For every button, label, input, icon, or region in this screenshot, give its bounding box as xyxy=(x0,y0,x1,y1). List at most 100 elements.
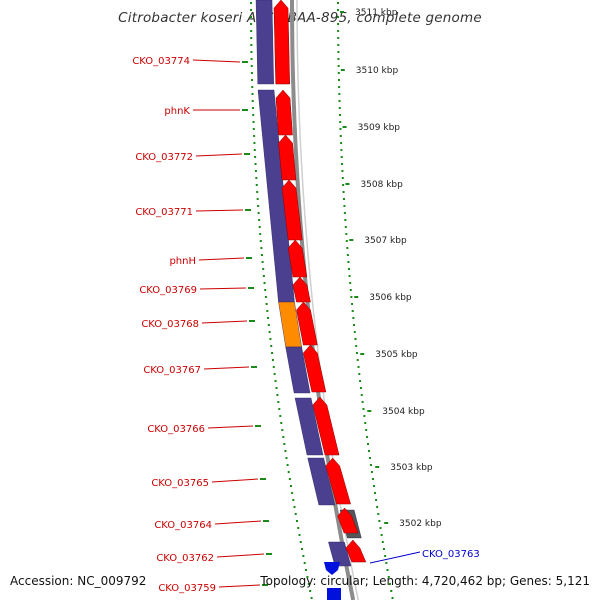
ruler-dot xyxy=(305,569,308,571)
ruler-dot xyxy=(260,254,263,256)
gene-tick xyxy=(249,320,255,322)
gene-leader-line xyxy=(218,584,261,588)
ruler-dot xyxy=(303,562,306,564)
gene-leader-line xyxy=(192,59,241,63)
gene-leader-line xyxy=(369,551,421,564)
ruler-dot xyxy=(276,394,279,396)
ruler-dot xyxy=(250,72,253,74)
gene-tick xyxy=(262,584,268,586)
forward-cds-arrow xyxy=(325,457,351,505)
ruler-dot xyxy=(268,331,271,333)
ruler-dot xyxy=(359,380,362,382)
gene-label: phnK xyxy=(164,106,190,117)
ruler-dot xyxy=(274,380,277,382)
gene-label: CKO_03765 xyxy=(151,478,209,489)
ruler-dot xyxy=(281,429,284,431)
forward-cds-arrow xyxy=(287,239,308,278)
ruler-dot xyxy=(254,163,257,165)
ruler-dot xyxy=(262,268,265,270)
ruler-dot xyxy=(337,2,340,4)
gene-label: CKO_03769 xyxy=(139,285,197,296)
ruler-dot xyxy=(338,93,341,95)
ruler-dot xyxy=(286,464,289,466)
forward-cds-arrow xyxy=(278,134,297,181)
ruler-dot xyxy=(287,471,290,473)
ruler-dot xyxy=(368,457,371,459)
gene-leader-line xyxy=(207,425,254,429)
ruler-dot xyxy=(340,142,343,144)
ruler-dot xyxy=(257,205,260,207)
kbp-tick xyxy=(375,466,380,468)
ruler-dot xyxy=(351,310,354,312)
forward-cds-arrow xyxy=(337,507,359,534)
ruler-dot xyxy=(267,324,270,326)
gene-tick xyxy=(245,209,251,211)
ruler-dot xyxy=(390,590,393,592)
ruler-dot xyxy=(259,233,262,235)
gene-leader-line xyxy=(203,366,250,370)
ruler-dot xyxy=(348,275,351,277)
forward-cds-arrow xyxy=(273,0,290,85)
ruler-dot xyxy=(270,345,273,347)
gene-label: CKO_03771 xyxy=(135,207,193,218)
ruler-dot xyxy=(367,450,370,452)
ruler-dot xyxy=(251,107,254,109)
ruler-dot xyxy=(363,415,366,417)
ruler-dot xyxy=(337,72,340,74)
ruler-dot xyxy=(372,485,375,487)
ruler-dot xyxy=(285,457,288,459)
gene-leader-line xyxy=(198,257,245,261)
ruler-dot xyxy=(387,576,390,578)
ruler-dot xyxy=(250,58,253,60)
ruler-dot xyxy=(299,541,302,543)
ruler-dot xyxy=(338,107,341,109)
ruler-dot xyxy=(254,170,257,172)
map-title: Citrobacter koseri ATCC BAA-895, complet… xyxy=(118,10,482,26)
ruler-dot xyxy=(337,58,340,60)
ruler-dot xyxy=(365,429,368,431)
ruler-dot xyxy=(338,114,341,116)
gene-label: phnH xyxy=(169,256,196,267)
ruler-dot xyxy=(309,590,312,592)
ruler-dot xyxy=(341,163,344,165)
gene-leader-line xyxy=(214,520,262,525)
ruler-dot xyxy=(362,408,365,410)
ruler-dot xyxy=(369,464,372,466)
ruler-dot xyxy=(251,100,254,102)
kbp-label: 3503 kbp xyxy=(390,463,433,473)
ruler-dot xyxy=(337,65,340,67)
ruler-dot xyxy=(347,261,350,263)
ruler-dot xyxy=(253,142,256,144)
ruler-dot xyxy=(250,65,253,67)
gene-tick xyxy=(266,553,272,555)
ruler-dot xyxy=(356,359,359,361)
ruler-dot xyxy=(343,212,346,214)
ruler-dot xyxy=(374,492,377,494)
ruler-dot xyxy=(266,310,269,312)
gene-tick xyxy=(255,425,261,427)
ruler-dot xyxy=(256,198,259,200)
ruler-dot xyxy=(340,149,343,151)
reverse-cds-block xyxy=(307,457,336,506)
ruler-dot xyxy=(366,436,369,438)
ruler-dot xyxy=(355,352,358,354)
reverse-cds-block xyxy=(294,397,324,456)
gene-label: CKO_03772 xyxy=(135,152,193,163)
ruler-dot xyxy=(250,37,253,39)
ruler-dot xyxy=(250,16,253,18)
forward-cds-arrow xyxy=(345,539,367,563)
ruler-dot xyxy=(384,555,387,557)
ruler-dot xyxy=(342,198,345,200)
ruler-dot xyxy=(279,415,282,417)
ruler-dot xyxy=(271,359,274,361)
ruler-dot xyxy=(301,548,304,550)
ruler-dot xyxy=(275,387,278,389)
ruler-dot xyxy=(337,37,340,39)
gene-leader-line xyxy=(195,209,244,212)
ruler-dot xyxy=(297,527,300,529)
gene-label: CKO_03766 xyxy=(147,424,205,435)
ruler-dot xyxy=(337,16,340,18)
gene-tick xyxy=(248,287,254,289)
ruler-dot xyxy=(291,492,294,494)
ruler-dot xyxy=(346,254,349,256)
